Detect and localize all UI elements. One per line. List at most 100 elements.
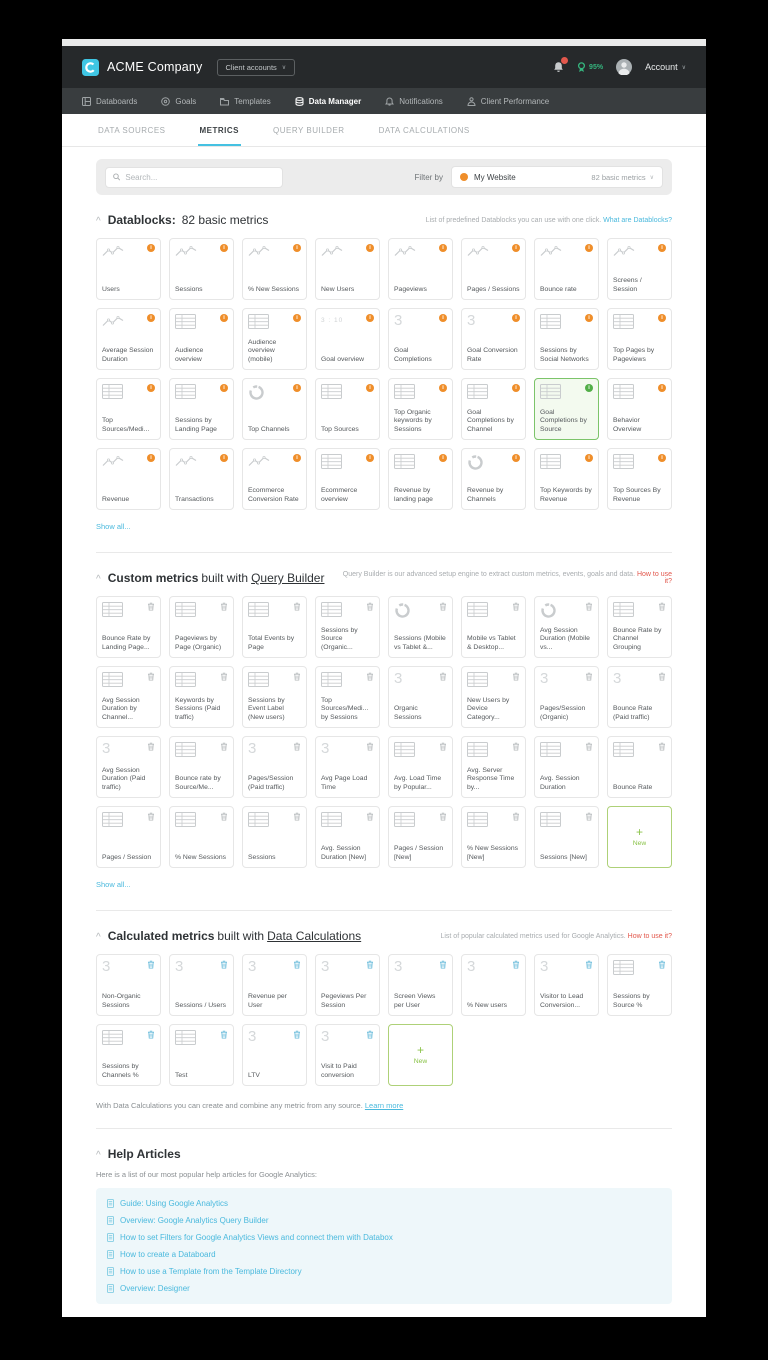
help-article-link[interactable]: Overview: Designer	[107, 1280, 661, 1297]
metric-tile[interactable]: Goal overview	[315, 308, 380, 370]
tab-query-builder[interactable]: QUERY BUILDER	[273, 126, 345, 135]
tile-badge[interactable]	[147, 602, 155, 611]
metric-tile[interactable]: Pageviews by Page (Organic)	[169, 596, 234, 658]
help-article-link[interactable]: How to use a Template from the Template …	[107, 1263, 661, 1280]
metric-tile[interactable]: Sessions / Users	[169, 954, 234, 1016]
tile-badge[interactable]	[512, 384, 520, 392]
metric-tile[interactable]: Goal Conversion Rate	[461, 308, 526, 370]
tile-badge[interactable]	[585, 672, 593, 681]
metric-tile[interactable]: Screen Views per User	[388, 954, 453, 1016]
tile-badge[interactable]	[439, 384, 447, 392]
metric-tile[interactable]: Sessions by Event Label (New users)	[242, 666, 307, 728]
metric-tile[interactable]: % New Sessions	[169, 806, 234, 868]
notifications-bell-icon[interactable]	[553, 57, 569, 73]
metric-tile[interactable]: Pegeviews Per Session	[315, 954, 380, 1016]
nav-item-goals[interactable]: Goals	[161, 97, 196, 106]
help-article-link[interactable]: Guide: Using Google Analytics	[107, 1195, 661, 1212]
metric-tile[interactable]: Pages/Session (Organic)	[534, 666, 599, 728]
metric-tile[interactable]: Audience overview	[169, 308, 234, 370]
nav-item-templates[interactable]: Templates	[220, 97, 271, 106]
tile-badge[interactable]	[147, 960, 155, 969]
metric-tile[interactable]: Revenue	[96, 448, 161, 510]
tile-badge[interactable]	[293, 960, 301, 969]
tile-badge[interactable]	[366, 314, 374, 322]
tile-badge[interactable]	[220, 314, 228, 322]
metric-tile[interactable]: Pages/Session (Paid traffic)	[242, 736, 307, 798]
datablocks-show-all-link[interactable]: Show all...	[96, 522, 131, 531]
tile-badge[interactable]	[512, 812, 520, 821]
nav-item-client-performance[interactable]: Client Performance	[467, 97, 549, 106]
tile-badge[interactable]	[366, 1030, 374, 1039]
metric-tile[interactable]: Organic Sessions	[388, 666, 453, 728]
help-article-link[interactable]: How to create a Databoard	[107, 1246, 661, 1263]
tab-metrics[interactable]: METRICS	[197, 114, 241, 146]
tile-badge[interactable]	[439, 742, 447, 751]
metric-tile[interactable]: Avg. Load Time by Popular...	[388, 736, 453, 798]
tile-badge[interactable]	[439, 812, 447, 821]
metric-tile[interactable]: Bounce Rate	[607, 736, 672, 798]
collapse-caret-icon[interactable]	[96, 1151, 101, 1161]
tile-badge[interactable]	[512, 602, 520, 611]
tile-badge[interactable]	[366, 742, 374, 751]
metric-tile[interactable]: Screens / Session	[607, 238, 672, 300]
tile-badge[interactable]	[366, 812, 374, 821]
tile-badge[interactable]	[293, 244, 301, 252]
tile-badge[interactable]	[439, 602, 447, 611]
tile-badge[interactable]	[293, 314, 301, 322]
tile-badge[interactable]	[585, 454, 593, 462]
metric-tile[interactable]: Avg Session Duration (Paid traffic)	[96, 736, 161, 798]
tile-badge[interactable]	[658, 454, 666, 462]
metric-tile[interactable]: Sessions by Social Networks	[534, 308, 599, 370]
metric-tile[interactable]: Goal Completions by Channel	[461, 378, 526, 440]
tile-badge[interactable]	[585, 742, 593, 751]
nav-item-notifications[interactable]: Notifications	[385, 97, 443, 106]
metric-tile[interactable]: Audience overview (mobile)	[242, 308, 307, 370]
metric-tile[interactable]: Sessions by Source (Organic...	[315, 596, 380, 658]
metric-tile[interactable]: Bounce Rate (Paid traffic)	[607, 666, 672, 728]
metric-tile[interactable]: Transactions	[169, 448, 234, 510]
metric-tile[interactable]: New Users by Device Category...	[461, 666, 526, 728]
tile-badge[interactable]	[293, 384, 301, 392]
tile-badge[interactable]	[585, 812, 593, 821]
tile-badge[interactable]	[512, 672, 520, 681]
metric-tile[interactable]: Top Sources/Medi... by Sessions	[315, 666, 380, 728]
tile-badge[interactable]	[147, 454, 155, 462]
collapse-caret-icon[interactable]	[96, 217, 101, 227]
help-article-link[interactable]: Overview: Google Analytics Query Builder	[107, 1212, 661, 1229]
metric-tile[interactable]: Total Events by Page	[242, 596, 307, 658]
tile-badge[interactable]	[512, 314, 520, 322]
tile-badge[interactable]	[658, 384, 666, 392]
metric-tile[interactable]: Avg. Session Duration	[534, 736, 599, 798]
account-menu[interactable]: Account	[645, 62, 686, 72]
tile-badge[interactable]	[220, 454, 228, 462]
help-article-link[interactable]: How to set Filters for Google Analytics …	[107, 1229, 661, 1246]
metric-tile[interactable]: Sessions (Mobile vs Tablet &...	[388, 596, 453, 658]
metric-tile[interactable]: LTV	[242, 1024, 307, 1086]
tile-badge[interactable]	[512, 454, 520, 462]
tile-badge[interactable]	[585, 960, 593, 969]
tile-badge[interactable]	[366, 672, 374, 681]
account-health-indicator[interactable]: 95%	[577, 61, 603, 73]
metric-tile[interactable]: New	[607, 806, 672, 868]
metric-tile[interactable]: Non-Organic Sessions	[96, 954, 161, 1016]
tile-badge[interactable]	[658, 602, 666, 611]
tile-badge[interactable]	[293, 602, 301, 611]
tile-badge[interactable]	[366, 960, 374, 969]
metric-tile[interactable]: % New Sessions [New]	[461, 806, 526, 868]
metric-tile[interactable]: Top Channels	[242, 378, 307, 440]
metric-tile[interactable]: Sessions [New]	[534, 806, 599, 868]
metric-tile[interactable]: Sessions by Channels %	[96, 1024, 161, 1086]
data-calculations-link[interactable]: Data Calculations	[267, 929, 362, 943]
tile-badge[interactable]	[147, 812, 155, 821]
metric-tile[interactable]: Revenue by landing page	[388, 448, 453, 510]
metric-tile[interactable]: Bounce rate by Source/Me...	[169, 736, 234, 798]
metric-tile[interactable]: Sessions by Source %	[607, 954, 672, 1016]
tile-badge[interactable]	[366, 244, 374, 252]
databox-logo-icon[interactable]	[82, 58, 99, 76]
tile-badge[interactable]	[512, 742, 520, 751]
tile-badge[interactable]	[658, 314, 666, 322]
metric-tile[interactable]: Avg Page Load Time	[315, 736, 380, 798]
tile-badge[interactable]	[293, 1030, 301, 1039]
metric-tile[interactable]: Pages / Sessions	[461, 238, 526, 300]
tile-badge[interactable]	[585, 384, 593, 392]
